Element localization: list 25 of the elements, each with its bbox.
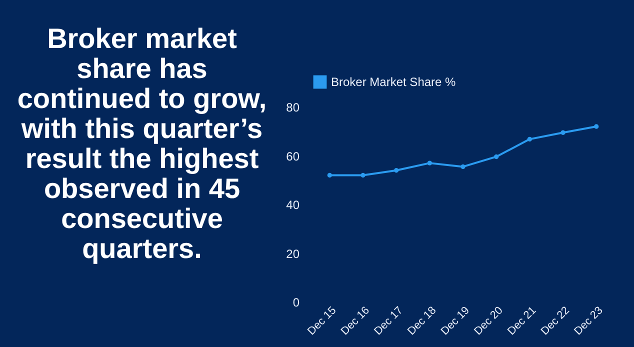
- point: [560, 130, 566, 135]
- legend-label: Broker Market Share %: [331, 75, 456, 89]
- x-tick-label: Dec 21: [506, 304, 539, 338]
- point: [327, 172, 332, 178]
- y-tick-label: 40: [286, 198, 300, 212]
- point: [360, 172, 366, 178]
- text: Broker market share has continued to grow, with this quarter’s result the highest observed in 45 consecutive quarters.: [16, 22, 268, 266]
- point: [427, 160, 432, 166]
- y-tick-label: 20: [286, 246, 300, 261]
- y-tick-label: 60: [286, 149, 300, 164]
- x-tick-label: Dec 18: [406, 304, 439, 338]
- x-tick-label: Dec 16: [338, 304, 372, 338]
- x-tick-label: Dec 17: [372, 304, 406, 338]
- y-tick-label: 80: [286, 100, 300, 114]
- y-tick-label: 0: [292, 296, 300, 310]
- x-tick-label: Dec 20: [472, 304, 506, 338]
- x-tick-label: Dec 19: [438, 304, 472, 338]
- point: [527, 136, 532, 142]
- point: [494, 154, 499, 160]
- x-tick-label: Dec 23: [572, 304, 606, 338]
- x-tick-label: Dec 15: [306, 304, 339, 338]
- point: [394, 168, 399, 173]
- x-tick-label: Dec 22: [538, 304, 572, 338]
- point: [460, 164, 466, 170]
- point: [594, 124, 599, 129]
